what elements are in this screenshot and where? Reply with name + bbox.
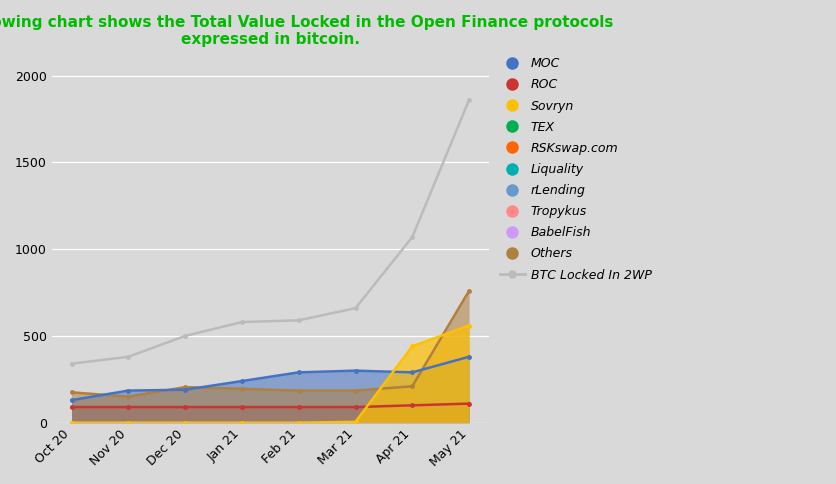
Title: The following chart shows the Total Value Locked in the Open Finance protocols
e: The following chart shows the Total Valu…	[0, 15, 614, 47]
Legend: MOC, ROC, Sovryn, TEX, RSKswap.com, Liquality, rLending, Tropykus, BabelFish, Ot: MOC, ROC, Sovryn, TEX, RSKswap.com, Liqu…	[500, 57, 652, 282]
